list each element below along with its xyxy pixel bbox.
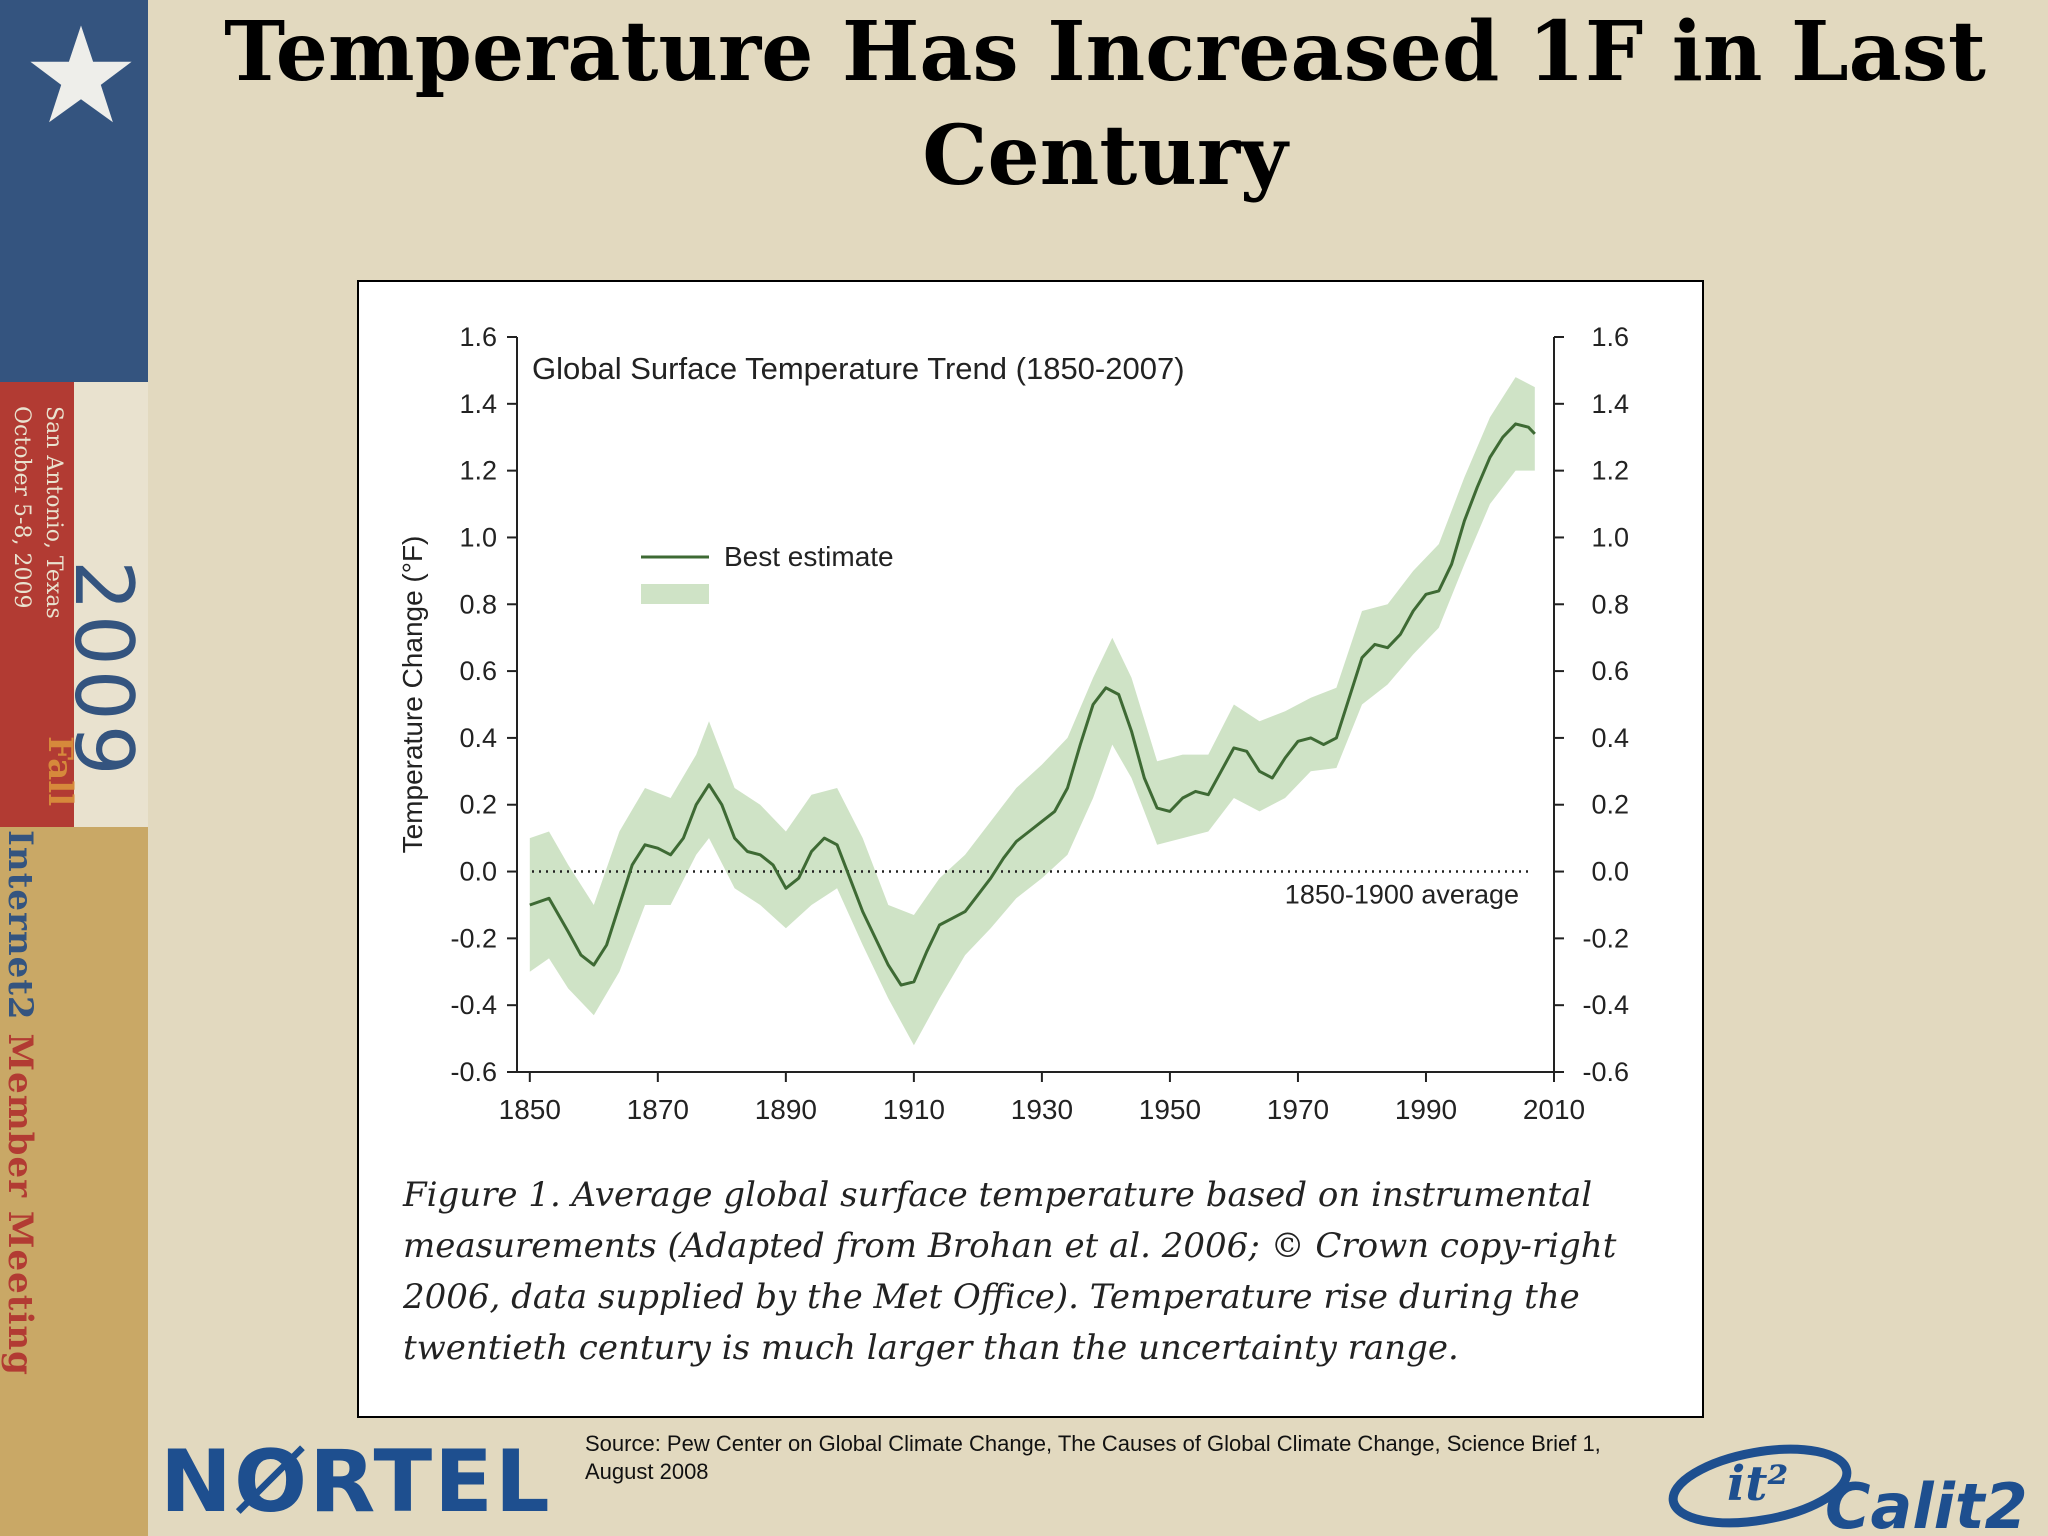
y-tick-label-left: 0.4 xyxy=(459,723,497,753)
y-tick-label-right: 1.4 xyxy=(1591,389,1629,419)
calit2-logo: it² Calit2 xyxy=(1668,1444,2028,1536)
slide-title: Temperature Has Increased 1F in Last Cen… xyxy=(224,4,1986,204)
y-tick-label-left: 1.2 xyxy=(459,456,497,486)
y-tick-label-right: 1.6 xyxy=(1591,322,1629,352)
banner-season: Fall xyxy=(40,736,80,807)
y-tick-label-right: -0.4 xyxy=(1582,990,1629,1020)
y-tick-label-left: 0.2 xyxy=(459,790,497,820)
banner-meeting-org: Internet2 xyxy=(0,830,40,1034)
y-axis-label: Temperature Change (°F) xyxy=(397,536,428,854)
y-tick-label-left: 1.6 xyxy=(459,322,497,352)
y-tick-label-left: 1.0 xyxy=(459,522,497,552)
y-tick-label-right: 1.2 xyxy=(1591,456,1629,486)
banner-meeting-name: Internet2 Member Meeting xyxy=(0,830,40,1376)
banner-meeting-label: Member Meeting xyxy=(0,1033,40,1376)
legend-band-swatch xyxy=(641,584,709,604)
nortel-logo-text-start: N xyxy=(160,1432,234,1532)
temperature-chart: 1850-1900 average -0.6 -0.6 -0.4 -0.4 -0.2 -0.… xyxy=(397,322,1629,1122)
uncertainty-band xyxy=(529,377,1535,1046)
banner-date: October 5-8, 2009 xyxy=(9,406,34,609)
source-citation: Source: Pew Center on Global Climate Cha… xyxy=(585,1431,1601,1484)
banner-red-field xyxy=(0,382,74,827)
nortel-logo: NØRTEL xyxy=(160,1432,552,1532)
calit2-it2-text: it² xyxy=(1727,1456,1788,1512)
nortel-globe-icon: Ø xyxy=(233,1432,310,1532)
y-tick-label-left: -0.6 xyxy=(450,1057,497,1087)
baseline-reference-label: 1850-1900 average xyxy=(1285,880,1519,910)
calit2-swoosh-icon xyxy=(1668,1444,1852,1528)
x-tick-label: 1910 xyxy=(883,1094,945,1122)
x-tick-label: 1990 xyxy=(1395,1094,1457,1122)
y-tick-label-right: 0.6 xyxy=(1591,656,1629,686)
x-tick-label: 1890 xyxy=(755,1094,817,1122)
y-tick-label-right: 1.0 xyxy=(1591,522,1629,552)
y-tick-label-right: 0.0 xyxy=(1591,857,1629,887)
chart-title: Global Surface Temperature Trend (1850-2… xyxy=(532,351,1185,386)
figure-panel: 1850-1900 average -0.6 -0.6 -0.4 -0.4 -0.2 -0.… xyxy=(357,280,1704,1418)
event-banner: 2009 Fall San Antonio, Texas October 5-8… xyxy=(0,0,150,1536)
x-tick-label: 2010 xyxy=(1523,1094,1585,1122)
nortel-logo-text-end: RTEL xyxy=(309,1432,552,1532)
x-tick-label: 1870 xyxy=(627,1094,689,1122)
x-tick-label: 1970 xyxy=(1267,1094,1329,1122)
star-icon xyxy=(30,25,132,123)
banner-city: San Antonio, Texas xyxy=(41,406,66,619)
y-tick-label-right: 0.4 xyxy=(1591,723,1629,753)
y-tick-label-right: -0.6 xyxy=(1582,1057,1629,1087)
y-tick-label-left: 0.8 xyxy=(459,589,497,619)
y-tick-label-right: 0.2 xyxy=(1591,790,1629,820)
banner-white-field xyxy=(74,382,148,827)
y-tick-label-left: 0.0 xyxy=(459,857,497,887)
calit2-logo-text: Calit2 xyxy=(1825,1470,2028,1536)
y-tick-label-left: -0.2 xyxy=(450,923,497,953)
y-tick-label-right: -0.2 xyxy=(1582,923,1629,953)
legend-label: Best estimate xyxy=(724,541,894,572)
y-tick-label-right: 0.8 xyxy=(1591,589,1629,619)
x-tick-label: 1850 xyxy=(499,1094,561,1122)
figure-caption: Figure 1. Average global surface tempera… xyxy=(403,1175,1617,1368)
y-tick-label-left: -0.4 xyxy=(450,990,497,1020)
best-estimate-line xyxy=(529,422,1536,987)
x-tick-label: 1950 xyxy=(1139,1094,1201,1122)
x-tick-label: 1930 xyxy=(1011,1094,1073,1122)
y-tick-label-left: 1.4 xyxy=(459,389,497,419)
y-tick-label-left: 0.6 xyxy=(459,656,497,686)
banner-tan-field xyxy=(0,827,148,1536)
